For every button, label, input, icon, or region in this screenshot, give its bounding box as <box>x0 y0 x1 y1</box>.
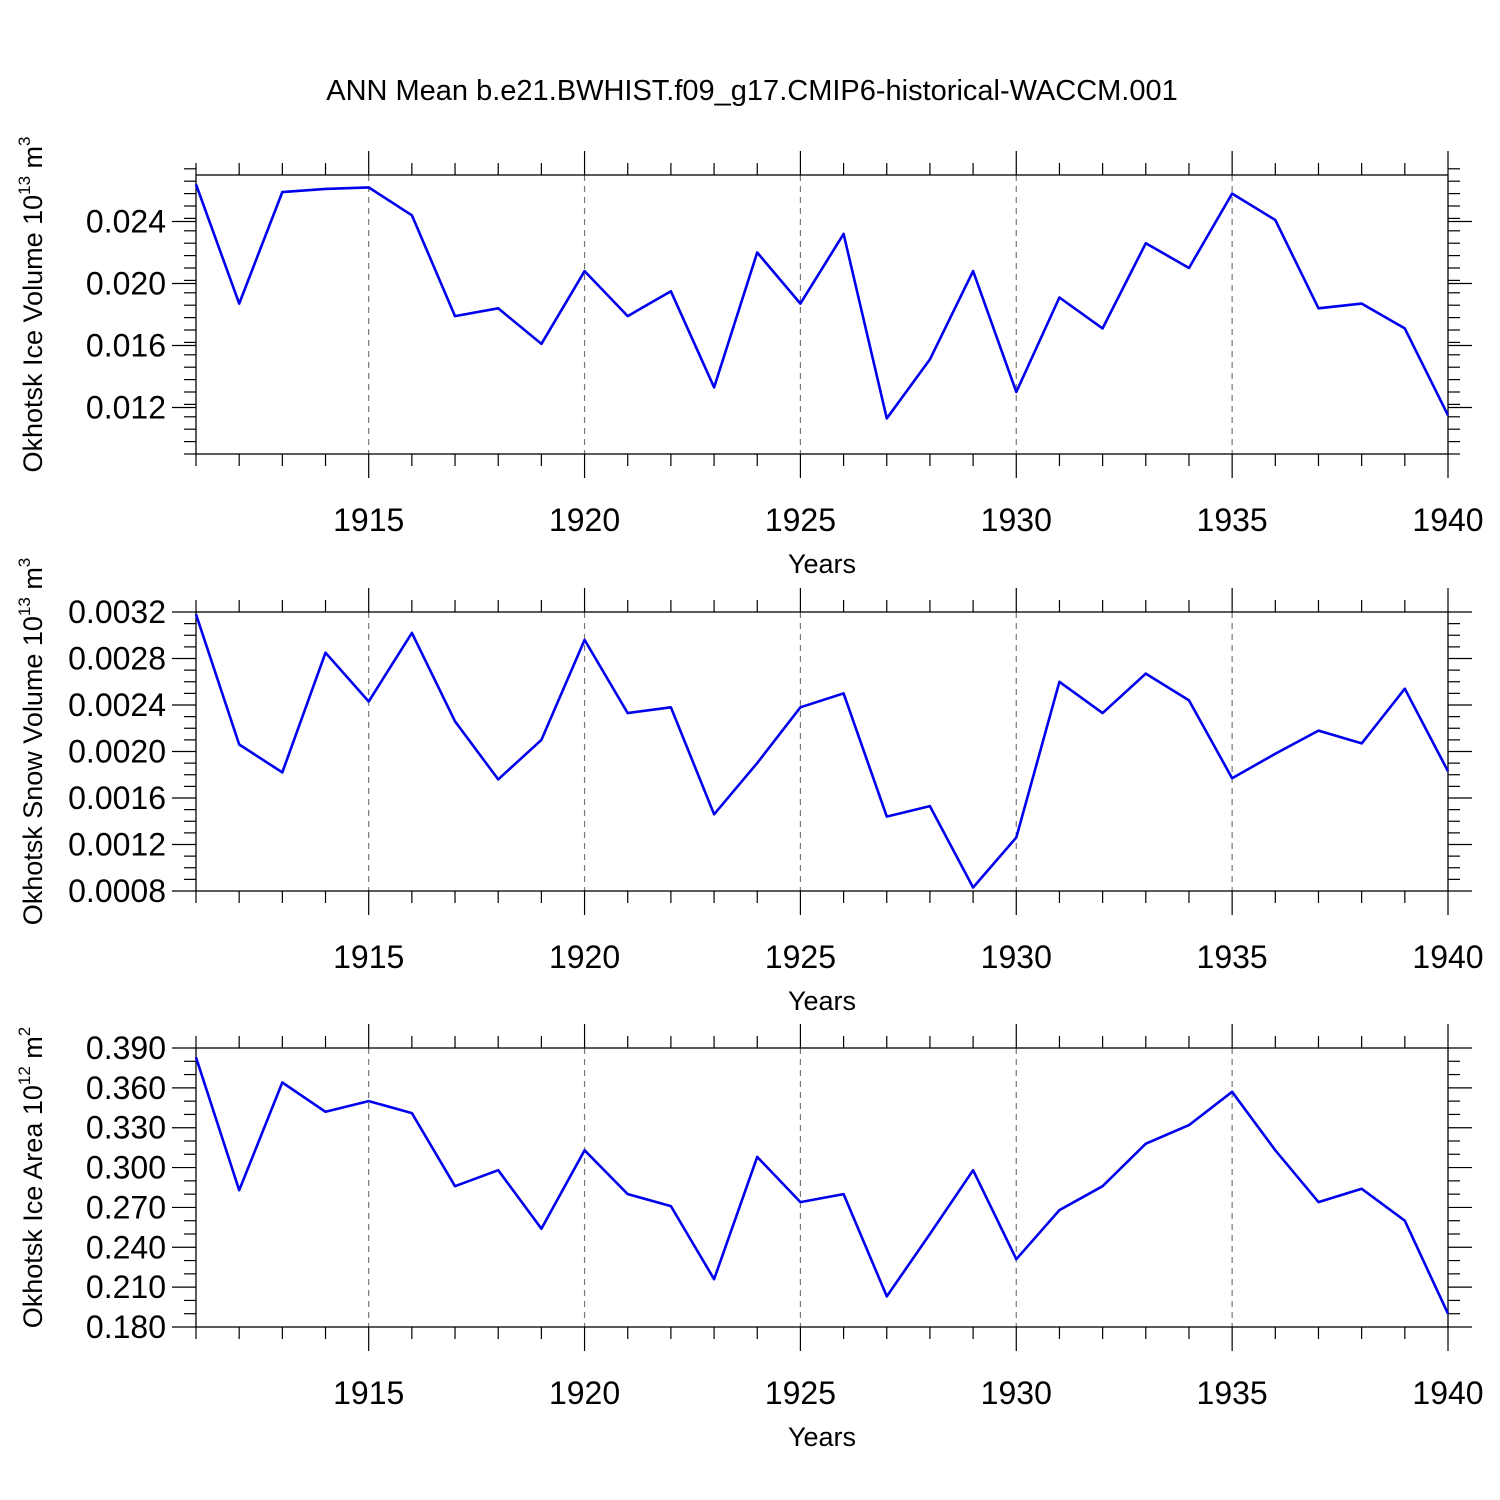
ice-area-y-tick-label: 0.330 <box>86 1110 166 1146</box>
ice-volume-x-tick-label: 1935 <box>1197 502 1268 538</box>
ice-volume-x-tick-label: 1925 <box>765 502 836 538</box>
snow-volume-x-tick-label: 1925 <box>765 939 836 975</box>
ice-area-x-axis-title: Years <box>788 1422 856 1452</box>
snow-volume-frame <box>195 611 1449 892</box>
ice-area-y-tick-label: 0.240 <box>86 1229 166 1265</box>
ice-area-y-tick-label: 0.390 <box>86 1030 166 1066</box>
snow-volume-y-tick-label: 0.0012 <box>68 827 166 863</box>
snow-volume-y-tick-label: 0.0028 <box>68 641 166 677</box>
snow-volume-x-axis-title: Years <box>788 986 856 1016</box>
ice-volume-y-axis-title: Okhotsk Ice Volume 1013 m3 <box>15 136 48 472</box>
ice-volume-y-tick-label: 0.024 <box>86 204 166 240</box>
ice-volume-y-tick-label: 0.016 <box>86 328 166 364</box>
ice-volume-x-axis-title: Years <box>788 549 856 579</box>
ice-volume-frame <box>195 174 1449 455</box>
snow-volume-x-tick-label: 1915 <box>333 939 404 975</box>
ice-volume-x-tick-label: 1940 <box>1412 502 1483 538</box>
snow-volume-series-line <box>194 613 1450 889</box>
snow-volume-x-tick-label: 1930 <box>981 939 1052 975</box>
snow-volume-y-tick-label: 0.0008 <box>68 873 166 909</box>
ice-area-y-axis-title: Okhotsk Ice Area 1012 m2 <box>15 1027 48 1329</box>
snow-volume-y-axis-title: Okhotsk Snow Volume 1013 m3 <box>15 558 48 926</box>
snow-volume-y-tick-label: 0.0016 <box>68 780 166 816</box>
snow-volume-x-tick-label: 1940 <box>1412 939 1483 975</box>
snow-volume-y-tick-label: 0.0024 <box>68 687 166 723</box>
ice-area-y-tick-label: 0.300 <box>86 1150 166 1186</box>
ice-volume-series-line <box>194 183 1450 420</box>
ice-volume-x-tick-label: 1930 <box>981 502 1052 538</box>
panel-snow-volume: 1915 1920 1925 1930 1935 1940 0.0008 0.0012 0.00… <box>15 558 1484 1016</box>
ice-area-series-line <box>194 1056 1450 1315</box>
ice-volume-y-tick-label: 0.020 <box>86 266 166 302</box>
ice-area-x-tick-label: 1920 <box>549 1375 620 1411</box>
ice-volume-y-tick-label: 0.012 <box>86 390 166 426</box>
ice-area-y-tick-label: 0.210 <box>86 1269 166 1305</box>
ice-area-x-tick-label: 1935 <box>1197 1375 1268 1411</box>
ice-volume-x-tick-label: 1915 <box>333 502 404 538</box>
ice-area-x-tick-label: 1925 <box>765 1375 836 1411</box>
ice-area-y-tick-label: 0.270 <box>86 1189 166 1225</box>
panel-ice-volume: 1915 1920 1925 1930 1935 1940 0.012 0.016 0.020 0… <box>15 136 1484 579</box>
ice-area-y-tick-label: 0.360 <box>86 1070 166 1106</box>
panel-ice-area: 1915 1920 1925 1930 1935 1940 0.180 0.210 0.240 0… <box>15 1024 1484 1452</box>
ice-area-frame <box>195 1047 1449 1328</box>
ice-area-x-tick-label: 1940 <box>1412 1375 1483 1411</box>
figure-title: ANN Mean b.e21.BWHIST.f09_g17.CMIP6-hist… <box>326 75 1178 107</box>
ice-area-x-tick-label: 1915 <box>333 1375 404 1411</box>
ice-volume-x-tick-label: 1920 <box>549 502 620 538</box>
ice-area-x-tick-label: 1930 <box>981 1375 1052 1411</box>
snow-volume-x-tick-label: 1935 <box>1197 939 1268 975</box>
snow-volume-x-tick-label: 1920 <box>549 939 620 975</box>
snow-volume-y-tick-label: 0.0020 <box>68 734 166 770</box>
ice-area-y-tick-label: 0.180 <box>86 1309 166 1345</box>
snow-volume-y-tick-label: 0.0032 <box>68 594 166 630</box>
